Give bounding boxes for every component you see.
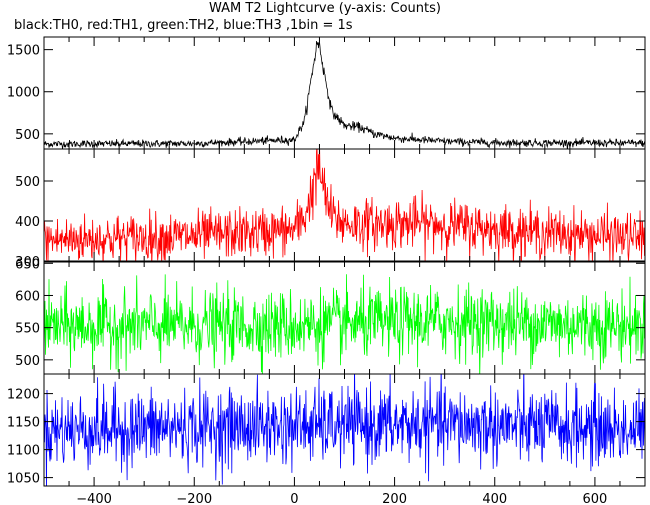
th1-ytick-label: 400	[15, 215, 40, 230]
th2-ytick-label: 500	[15, 354, 40, 369]
th0-ytick-label: 1500	[7, 44, 40, 59]
xtick-label: 400	[482, 492, 507, 505]
th2-ytick-label: 650	[15, 257, 40, 272]
xtick-label: −200	[176, 492, 212, 505]
chart-subtitle: black:TH0, red:TH1, green:TH2, blue:TH3 …	[14, 18, 353, 33]
th1-ytick-label: 500	[15, 175, 40, 190]
th3-ytick-label: 1100	[7, 444, 40, 459]
xtick-label: 600	[583, 492, 608, 505]
th2-ytick-label: 600	[15, 289, 40, 304]
th0-ytick-label: 1000	[7, 86, 40, 101]
xtick-label: 200	[382, 492, 407, 505]
th3-ytick-label: 1150	[7, 416, 40, 431]
chart-title: WAM T2 Lightcurve (y-axis: Counts)	[209, 1, 441, 16]
th3-series-line	[44, 374, 645, 486]
th3-ytick-label: 1200	[7, 388, 40, 403]
th1-panel-frame	[43, 148, 646, 262]
th2-ytick-label: 550	[15, 322, 40, 337]
th3-ytick-label: 1050	[7, 472, 40, 487]
th0-series-line	[44, 41, 645, 149]
th1-ytick-label: 300	[15, 255, 40, 270]
th2-series-line	[44, 274, 645, 374]
th0-ytick-label: 500	[15, 128, 40, 143]
th0-panel-frame	[43, 36, 646, 150]
xtick-label: −400	[76, 492, 112, 505]
xtick-label: 0	[290, 492, 298, 505]
